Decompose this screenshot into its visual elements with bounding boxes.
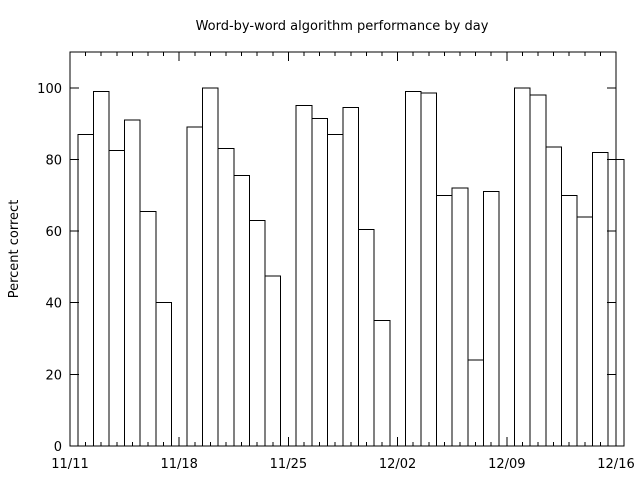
bar-12-11 — [529, 94, 547, 447]
bar-12-13 — [560, 194, 578, 447]
bar-12-14 — [576, 216, 594, 447]
y-tick-label: 0 — [54, 440, 62, 455]
tick-labels-group: 0 20 40 60 80 100 11/11 11/18 11/25 12/02 12/09 12/… — [37, 82, 635, 472]
bar-12-07 — [467, 359, 484, 447]
bar-11-14 — [108, 150, 126, 447]
bar-11-26 — [295, 105, 313, 447]
x-tick-label: 12/16 — [597, 457, 634, 472]
bar-11-22 — [233, 175, 250, 447]
bar-12-03 — [404, 90, 422, 447]
bar-12-10 — [514, 87, 531, 447]
bar-12-01 — [373, 320, 391, 447]
bar-11-13 — [92, 90, 110, 447]
bar-11-27 — [311, 117, 328, 447]
bar-12-05 — [436, 194, 453, 447]
bar-11-23 — [248, 219, 266, 447]
bar-11-30 — [358, 228, 375, 447]
bar-12-06 — [451, 187, 469, 447]
x-tick-label: 11/11 — [51, 457, 88, 472]
y-tick-label: 20 — [45, 368, 62, 383]
x-tick-label: 12/09 — [488, 457, 525, 472]
y-axis-label: Percent correct — [7, 200, 22, 299]
y-tick-label: 100 — [37, 82, 62, 97]
bar-11-20 — [202, 87, 219, 447]
chart-title: Word-by-word algorithm performance by da… — [196, 19, 489, 34]
bar-12-08 — [482, 191, 500, 447]
bar-12-04 — [420, 92, 438, 447]
bar-12-12 — [545, 146, 562, 447]
bar-11-17 — [155, 302, 172, 447]
plot-frame — [69, 51, 617, 447]
y-tick-label: 60 — [45, 225, 62, 240]
bar-11-16 — [139, 210, 157, 447]
y-tick-label: 80 — [45, 153, 62, 168]
bar-11-15 — [124, 119, 141, 447]
ticks-group — [69, 52, 617, 447]
bar-11-12 — [77, 133, 94, 447]
y-tick-label: 40 — [45, 297, 62, 312]
bar-11-28 — [326, 133, 344, 447]
x-tick-label: 12/02 — [379, 457, 416, 472]
bar-11-24 — [264, 275, 282, 447]
x-tick-label: 11/18 — [160, 457, 197, 472]
bar-12-15 — [592, 151, 609, 447]
bar-11-29 — [342, 107, 360, 447]
bar-11-21 — [217, 148, 235, 447]
bars-group — [77, 87, 625, 447]
x-tick-label: 11/25 — [270, 457, 307, 472]
bar-11-19 — [186, 126, 204, 447]
